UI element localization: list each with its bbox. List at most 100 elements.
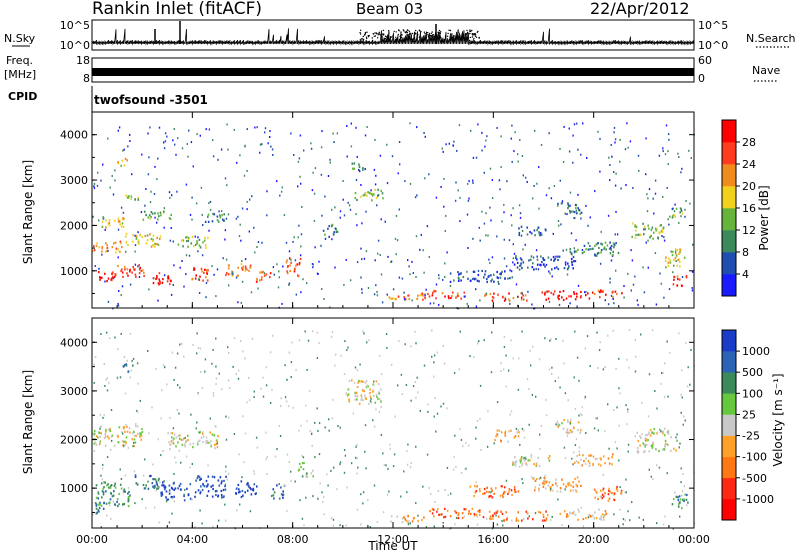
nsearch-point [432,34,435,36]
velocity-speckle-cell [362,502,364,505]
power-speckle-cell [324,195,326,198]
power-speckle-cell [416,194,418,197]
velocity-speckle-cell [129,332,132,335]
velocity-speckle-cell [573,376,575,379]
power-speckle-cell [367,287,370,289]
velocity-cell [133,438,136,441]
velocity-speckle-cell [426,453,429,456]
cpid-value: twofsound -3501 [94,93,208,107]
velocity-cell [639,444,641,447]
power-cell [371,199,373,202]
velocity-speckle-cell [433,415,435,418]
power-cell [393,297,395,300]
velocity-speckle [92,329,696,530]
power-cell [518,268,521,271]
power-speckle-cell [101,253,103,256]
power-cell [585,248,587,251]
velocity-xtick-label: 08:00 [277,533,309,546]
power-speckle-cell [609,164,611,166]
power-speckle-cell [190,141,193,144]
power-cell [157,212,159,215]
power-speckle-cell [181,147,184,150]
velocity-cell [513,436,516,439]
power-cell [118,220,121,223]
velocity-cell [600,495,603,498]
velocity-speckle-cell [343,373,346,376]
power-cell [248,269,250,272]
velocity-speckle-cell [339,524,341,527]
velocity-speckle-cell [154,478,156,481]
power-cell [463,291,466,294]
power-cell [203,271,205,274]
power-cell [647,224,649,227]
velocity-cell [200,485,202,488]
power-cell [484,294,486,297]
velocity-speckle-cell [401,393,403,396]
power-cell [615,242,617,245]
nsearch-point [431,31,433,33]
nsearch-point [415,29,417,32]
power-speckle-cell [166,135,168,138]
velocity-speckle-cell [271,388,273,391]
velocity-speckle-cell [556,490,559,493]
velocity-speckle-cell [682,473,684,476]
nsearch-point [435,34,437,36]
velocity-cell [107,428,110,431]
power-cell [520,292,522,295]
velocity-speckle-cell [433,525,435,528]
velocity-speckle-cell [627,411,629,413]
velocity-cell [123,502,126,506]
power-cell [488,274,490,278]
power-speckle-cell [634,275,636,278]
velocity-patch [556,418,582,435]
power-cell [519,264,521,267]
power-cell [554,267,556,270]
power-speckle-cell [429,302,432,305]
velocity-speckle-cell [656,464,658,467]
power-speckle-cell [321,288,323,290]
power-cell [573,211,576,214]
power-cell [667,264,670,267]
power-speckle-cell [311,189,314,192]
power-cell [675,254,678,257]
velocity-cell [137,432,139,435]
velocity-speckle-cell [227,379,230,382]
nsearch-point [467,37,469,39]
velocity-cell [199,492,201,495]
velocity-cell [504,434,507,437]
velocity-speckle-cell [490,371,493,374]
velocity-cell [595,490,597,493]
nsky-line [91,28,694,46]
velocity-cell [173,488,175,491]
power-cell [559,290,561,293]
power-cell [631,235,633,238]
power-speckle-cell [458,124,461,127]
velocity-cell [512,463,514,466]
power-speckle-cell [237,215,239,218]
nsearch-point [447,32,449,35]
power-cell [491,278,493,281]
power-speckle-cell [149,201,152,204]
power-cell [600,289,602,292]
velocity-speckle-cell [675,495,678,498]
power-speckle-cell [311,263,314,265]
velocity-ytick-label: 4000 [60,336,88,349]
nsearch-point [395,36,397,38]
velocity-cell [514,460,517,463]
velocity-speckle-cell [120,478,123,480]
velocity-cell [252,489,255,492]
power-speckle-cell [604,299,606,302]
power-speckle-cell [148,288,150,291]
velocity-cell [375,380,378,383]
velocity-cell [479,509,481,512]
power-speckle-cell [613,302,615,305]
velocity-cell [199,431,201,434]
velocity-cell [117,441,120,444]
power-patch [322,223,339,238]
power-cell [575,250,578,253]
velocity-speckle-cell [265,458,267,461]
power-speckle-cell [244,258,247,261]
velocity-speckle-cell [574,407,577,410]
velocity-speckle-cell [265,431,267,434]
power-cell [205,246,207,249]
